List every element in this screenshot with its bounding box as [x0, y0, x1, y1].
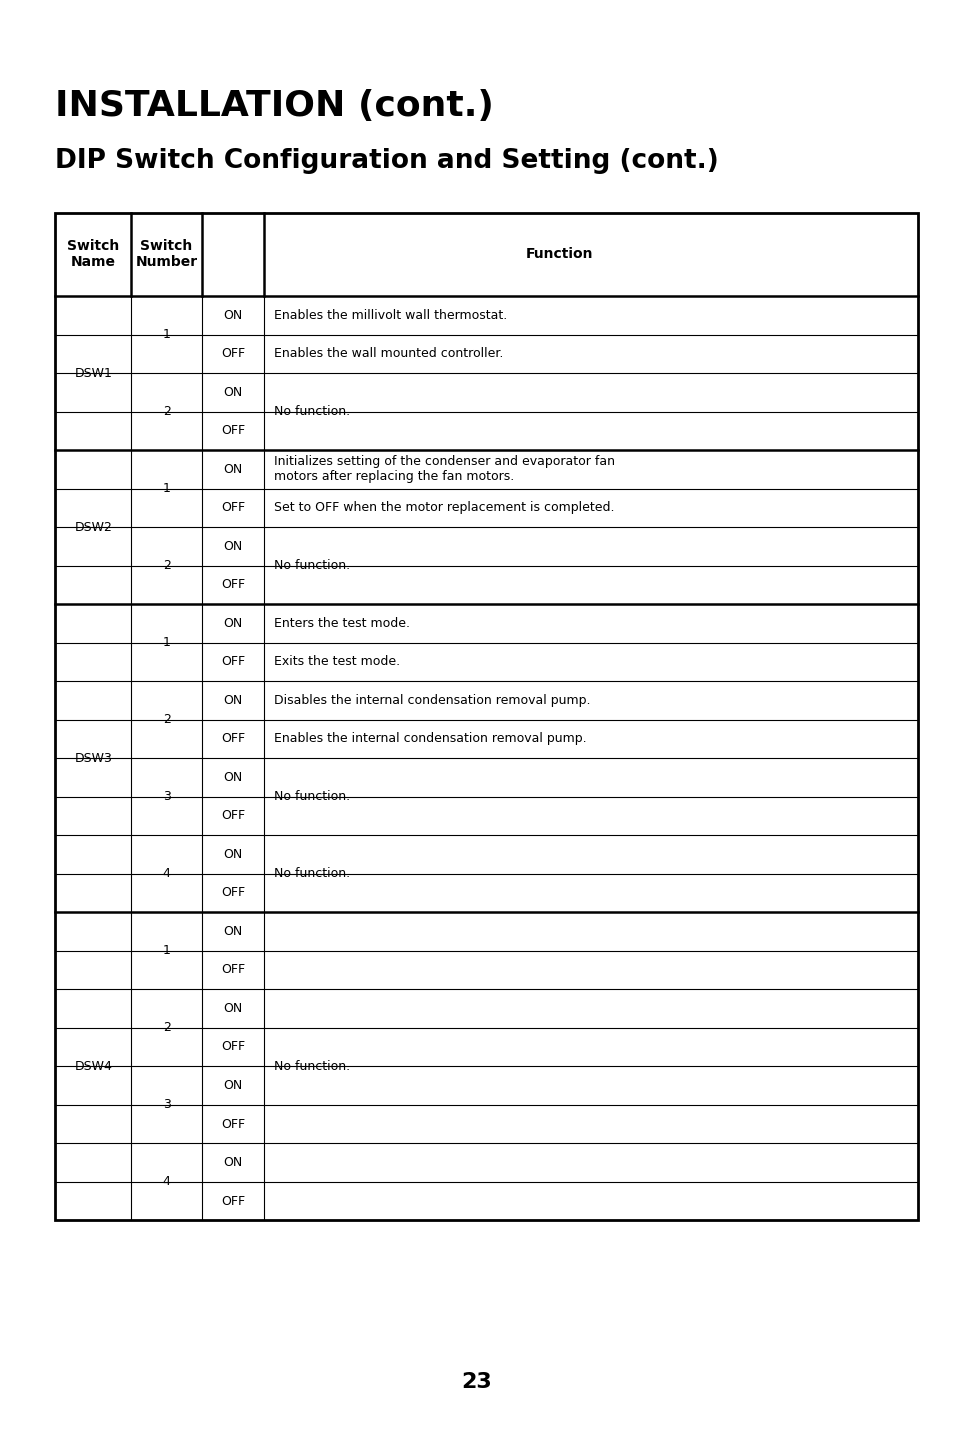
Text: OFF: OFF [221, 887, 245, 900]
Text: ON: ON [223, 616, 242, 629]
Text: 4: 4 [162, 867, 171, 881]
Text: ON: ON [223, 540, 242, 553]
Text: DSW3: DSW3 [74, 752, 112, 764]
Text: Disables the internal condensation removal pump.: Disables the internal condensation remov… [274, 694, 590, 707]
Text: ON: ON [223, 385, 242, 399]
Text: No function.: No function. [274, 790, 350, 803]
Text: OFF: OFF [221, 502, 245, 514]
Text: 2: 2 [162, 559, 171, 572]
Text: 2: 2 [162, 1022, 171, 1035]
Text: No function.: No function. [274, 867, 350, 881]
Text: OFF: OFF [221, 809, 245, 822]
Text: OFF: OFF [221, 1194, 245, 1207]
Text: No function.: No function. [274, 405, 350, 418]
Text: Exits the test mode.: Exits the test mode. [274, 655, 399, 668]
Text: Set to OFF when the motor replacement is completed.: Set to OFF when the motor replacement is… [274, 502, 614, 514]
Text: Enables the wall mounted controller.: Enables the wall mounted controller. [274, 348, 502, 361]
Text: OFF: OFF [221, 1040, 245, 1053]
Text: ON: ON [223, 694, 242, 707]
Text: ON: ON [223, 463, 242, 476]
Text: ON: ON [223, 1002, 242, 1015]
Text: Enables the millivolt wall thermostat.: Enables the millivolt wall thermostat. [274, 309, 506, 322]
Text: Enables the internal condensation removal pump.: Enables the internal condensation remova… [274, 733, 585, 746]
Text: 3: 3 [162, 790, 171, 803]
Text: Enters the test mode.: Enters the test mode. [274, 616, 409, 629]
Text: DSW1: DSW1 [74, 366, 112, 379]
Text: 1: 1 [162, 944, 171, 957]
Text: DSW4: DSW4 [74, 1059, 112, 1073]
Text: No function.: No function. [274, 559, 350, 572]
Text: Function: Function [525, 247, 593, 262]
Text: 23: 23 [461, 1372, 492, 1392]
Text: ON: ON [223, 848, 242, 861]
Text: OFF: OFF [221, 655, 245, 668]
Text: 1: 1 [162, 481, 171, 496]
Text: OFF: OFF [221, 578, 245, 592]
Text: 2: 2 [162, 405, 171, 418]
Text: 2: 2 [162, 713, 171, 726]
Text: OFF: OFF [221, 733, 245, 746]
Text: 4: 4 [162, 1175, 171, 1188]
Text: ON: ON [223, 925, 242, 938]
Text: ON: ON [223, 770, 242, 785]
Text: ON: ON [223, 1079, 242, 1092]
Text: 1: 1 [162, 637, 171, 650]
Text: DIP Switch Configuration and Setting (cont.): DIP Switch Configuration and Setting (co… [55, 148, 719, 174]
Text: Initializes setting of the condenser and evaporator fan
motors after replacing t: Initializes setting of the condenser and… [274, 456, 614, 483]
Text: 1: 1 [162, 328, 171, 341]
Text: DSW2: DSW2 [74, 520, 112, 533]
Text: Switch
Name: Switch Name [67, 239, 119, 270]
Bar [55, 213, 917, 1220]
Text: INSTALLATION (cont.): INSTALLATION (cont.) [55, 89, 494, 124]
Text: Switch
Number: Switch Number [135, 239, 197, 270]
Text: OFF: OFF [221, 348, 245, 361]
Text: No function.: No function. [274, 1059, 350, 1073]
Text: ON: ON [223, 1155, 242, 1170]
Text: OFF: OFF [221, 963, 245, 977]
Text: ON: ON [223, 309, 242, 322]
Text: OFF: OFF [221, 424, 245, 437]
Text: 3: 3 [162, 1098, 171, 1111]
Text: OFF: OFF [221, 1118, 245, 1131]
